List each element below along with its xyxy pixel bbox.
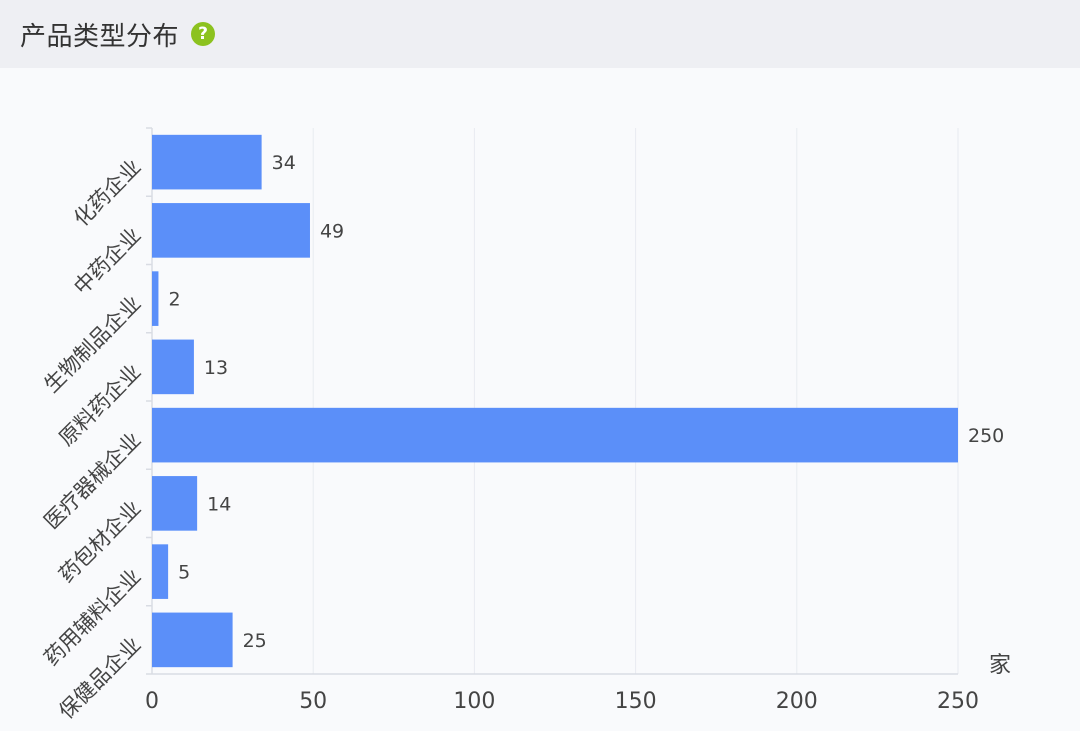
x-tick-label: 250 (937, 689, 979, 714)
bar[interactable] (152, 271, 159, 326)
bar-value-label: 34 (272, 152, 296, 174)
x-tick-label: 50 (299, 689, 327, 714)
bar-value-label: 13 (204, 357, 228, 379)
category-label: 化药企业 (69, 155, 145, 231)
grid-lines (312, 128, 959, 674)
bar[interactable] (152, 476, 198, 531)
bar[interactable] (152, 407, 958, 463)
question-circle-icon[interactable]: ? (191, 22, 216, 46)
bar-value-label: 5 (178, 562, 190, 584)
bar-value-label: 25 (243, 630, 267, 652)
x-tick-label: 150 (615, 689, 657, 714)
x-axis-unit-label: 家 (989, 653, 1011, 678)
data-labels: 34 49 2 13 250 14 5 25 (168, 152, 1004, 652)
bar[interactable] (152, 134, 262, 190)
bar-value-label: 49 (320, 220, 344, 242)
panel-header: 产品类型分布 ? (0, 0, 1080, 68)
bar[interactable] (152, 339, 194, 395)
x-tick-label: 0 (145, 689, 159, 714)
category-labels: 化药企业中药企业生物制品企业原料药企业医疗器械企业药包材企业药用辅料企业保健品企… (39, 155, 145, 724)
x-tick-labels: 0 50 100 150 200 250 (145, 689, 979, 714)
x-tick-label: 100 (453, 689, 495, 714)
bars (152, 134, 958, 668)
bar[interactable] (152, 203, 310, 258)
category-label: 中药企业 (69, 223, 145, 299)
x-tick-label: 200 (776, 689, 818, 714)
bar[interactable] (152, 612, 233, 668)
bar-chart: 34 49 2 13 250 14 5 25 化药企业中药企业生物制品企业原料药企业医疗器械企… (39, 127, 1011, 724)
bar-value-label: 2 (168, 289, 180, 311)
bar-value-label: 14 (207, 493, 231, 515)
panel-title: 产品类型分布 (20, 21, 180, 52)
bar[interactable] (152, 544, 169, 599)
bar-value-label: 250 (968, 425, 1004, 447)
